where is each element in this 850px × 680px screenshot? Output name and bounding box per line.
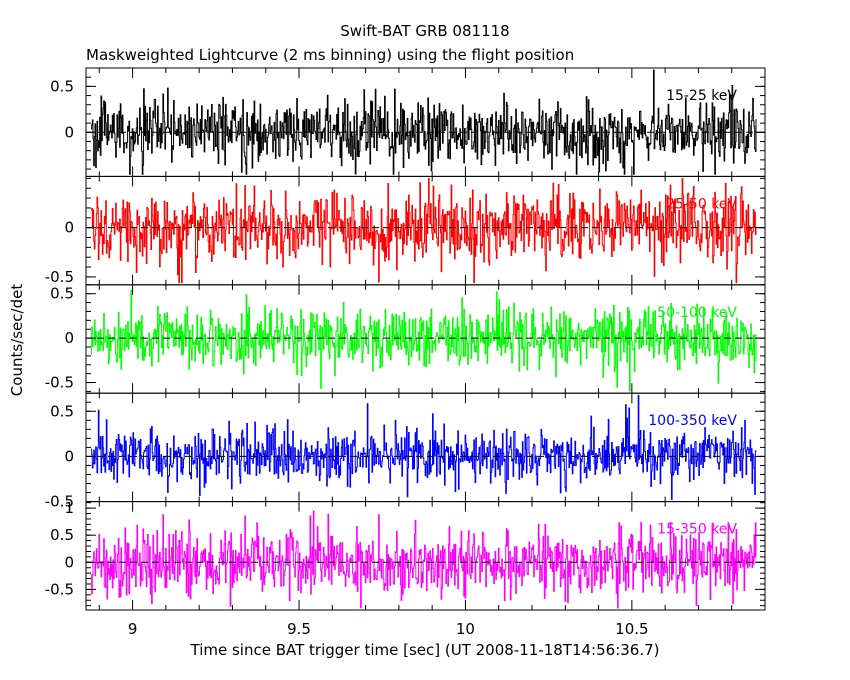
panels-group: 0.5 0 15-25 keV 0 -0.5 25-50 keV 0.5 0 -0.5 50-10… [45,67,766,611]
x-tick-label: 10.5 [615,620,648,638]
band-label: 15-350 keV [657,522,737,538]
band-label: 50-100 keV [657,305,737,321]
y-tick-label: -0.5 [45,268,74,286]
series-line-5 [90,510,757,609]
y-tick-label: 0.5 [50,77,74,95]
y-tick-label: 1 [64,499,74,517]
y-tick-label: 0 [64,553,74,571]
panel-3: 0.5 0 -0.5 50-100 keV [45,284,766,394]
band-label: 15-25 keV [666,88,737,104]
y-axis-label: Counts/sec/det [8,284,26,397]
y-tick-label: 0.5 [50,285,74,303]
y-tick-label: -0.5 [45,493,74,511]
y-tick-label: 0 [64,219,74,237]
panel-frame [85,501,766,611]
y-tick-label: 0.5 [50,526,74,544]
chart-title: Swift-BAT GRB 081118 [340,22,509,40]
chart-subtitle: Maskweighted Lightcurve (2 ms binning) u… [86,46,574,64]
y-tick-label: 0 [64,447,74,465]
panel-5: 1 0.5 0 -0.5 15-350 keV [45,499,766,611]
x-axis: 9 9.5 10 10.5 [128,620,649,638]
x-tick-label: 10 [456,620,475,638]
band-label: 100-350 keV [648,413,737,429]
x-tick-label: 9.5 [287,620,311,638]
y-tick-label: -0.5 [45,374,74,392]
panel-1: 0.5 0 15-25 keV [50,67,766,177]
x-axis-label: Time since BAT trigger time [sec] (UT 20… [190,641,660,659]
panel-4: 0.5 0 -0.5 100-350 keV [45,392,766,511]
y-tick-label: 0.5 [50,402,74,420]
series-line-2 [90,178,757,284]
band-label: 25-50 keV [666,196,737,212]
panel-2: 0 -0.5 25-50 keV [45,175,766,286]
y-tick-label: 0 [64,329,74,347]
series-line-1 [90,69,757,175]
series-line-4 [90,394,757,500]
y-tick-label: 0 [64,123,74,141]
x-tick-label: 9 [128,620,138,638]
y-tick-label: -0.5 [45,580,74,598]
